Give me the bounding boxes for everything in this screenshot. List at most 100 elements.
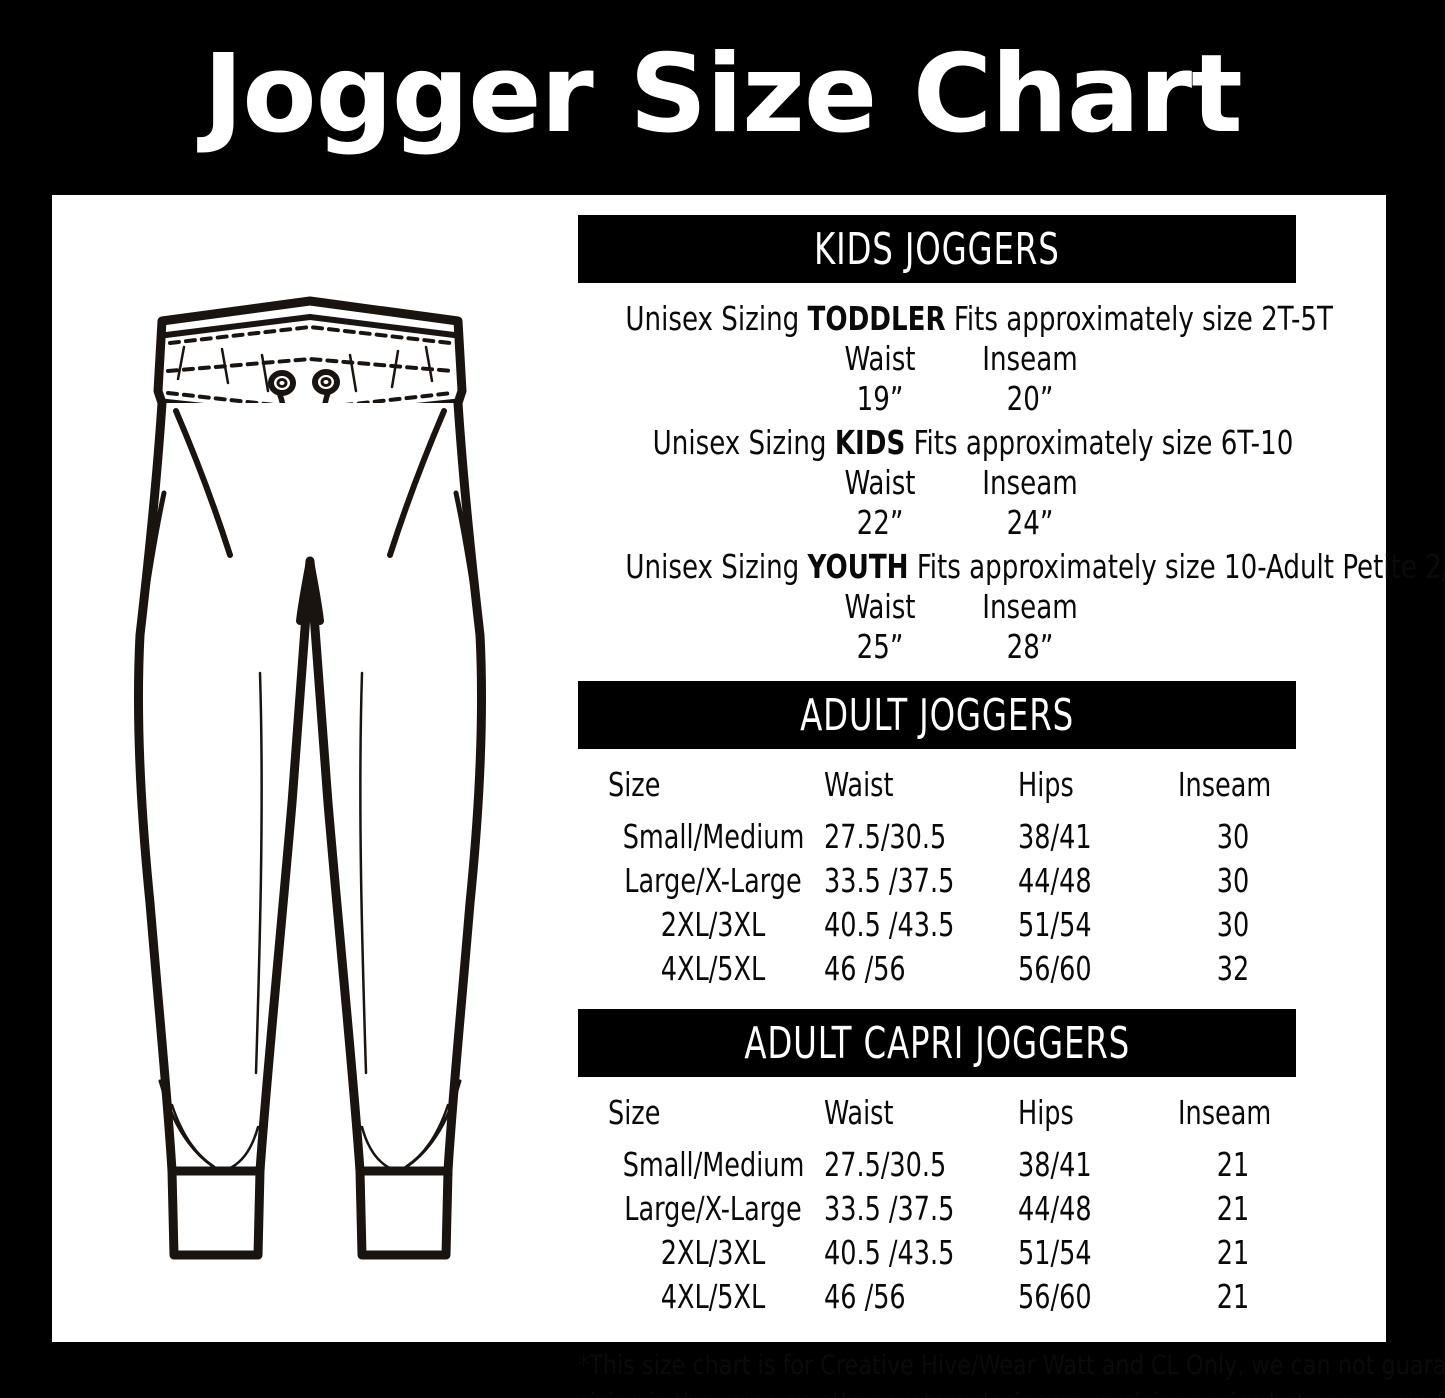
footnote-line-2: sizing is the same as other custom desig…	[578, 1385, 1445, 1398]
kids-youth-suffix: Fits approximately size 10-Adult Petite …	[908, 547, 1445, 586]
kids-toddler-headers: Waist Inseam	[578, 339, 1368, 379]
page-title: Jogger Size Chart	[203, 32, 1243, 157]
capri-row2-hips: 51/54	[1018, 1233, 1092, 1272]
capri-row3-hips: 56/60	[1018, 1277, 1092, 1316]
capri-row1-size: Large/X-Large	[624, 1189, 802, 1228]
kids-toddler-suffix: Fits approximately size 2T-5T	[945, 299, 1333, 338]
kids-toddler-waist-value: 19”	[856, 379, 904, 418]
adult-joggers-table: Size Waist Hips Inseam Small/Medium 27.5…	[578, 749, 1296, 993]
capri-row2-inseam: 21	[1216, 1233, 1250, 1272]
kids-youth-emphasis: YOUTH	[807, 547, 909, 586]
adult-header-hips: Hips	[1018, 765, 1074, 804]
capri-row0-hips: 38/41	[1018, 1145, 1092, 1184]
adult-row0-waist: 27.5/30.5	[824, 817, 947, 856]
table-row: 2XL/3XL 40.5 /43.5 51/54 30	[578, 905, 1296, 949]
kids-kids-prefix: Unisex Sizing	[652, 423, 835, 462]
table-row: Small/Medium 27.5/30.5 38/41 30	[578, 817, 1296, 861]
adult-row0-hips: 38/41	[1018, 817, 1092, 856]
adult-capri-joggers-band-label: ADULT CAPRI JOGGERS	[744, 1017, 1130, 1069]
capri-row0-waist: 27.5/30.5	[824, 1145, 947, 1184]
adult-row0-inseam: 30	[1216, 817, 1250, 856]
adult-capri-joggers-table: Size Waist Hips Inseam Small/Medium 27.5…	[578, 1077, 1296, 1321]
adult-row2-hips: 51/54	[1018, 905, 1092, 944]
adult-header-size: Size	[608, 765, 661, 804]
adult-row1-waist: 33.5 /37.5	[824, 861, 955, 900]
adult-row0-size: Small/Medium	[622, 817, 805, 856]
capri-row1-hips: 44/48	[1018, 1189, 1092, 1228]
adult-joggers-header-row: Size Waist Hips Inseam	[578, 749, 1296, 817]
kids-toddler-values: 19” 20”	[578, 379, 1368, 421]
adult-row3-hips: 56/60	[1018, 949, 1092, 988]
adult-capri-joggers-band: ADULT CAPRI JOGGERS	[578, 1009, 1296, 1077]
capri-row0-size: Small/Medium	[622, 1145, 805, 1184]
kids-youth-values: 25” 28”	[578, 627, 1368, 669]
kids-toddler-inseam-value: 20”	[1006, 379, 1054, 418]
kids-youth-waist-value: 25”	[856, 627, 904, 666]
table-row: 4XL/5XL 46 /56 56/60 32	[578, 949, 1296, 993]
capri-row3-waist: 46 /56	[824, 1277, 906, 1316]
kids-kids-inseam-value: 24”	[1006, 503, 1054, 542]
kids-kids-suffix: Fits approximately size 6T-10	[905, 423, 1294, 462]
footnote-line-1: *This size chart is for Creative Hive/We…	[578, 1350, 1445, 1381]
table-row: Small/Medium 27.5/30.5 38/41 21	[578, 1145, 1296, 1189]
kids-group-youth: Unisex Sizing YOUTH Fits approximately s…	[578, 547, 1445, 669]
kids-kids-waist-value: 22”	[856, 503, 904, 542]
capri-row2-size: 2XL/3XL	[660, 1233, 766, 1272]
adult-joggers-band-label: ADULT JOGGERS	[800, 689, 1074, 741]
chart-card: KIDS JOGGERS Unisex Sizing TODDLER Fits …	[52, 195, 1445, 1398]
adult-joggers-band: ADULT JOGGERS	[578, 681, 1296, 749]
capri-header-hips: Hips	[1018, 1093, 1074, 1132]
kids-kids-inseam-header: Inseam	[982, 463, 1078, 502]
kids-joggers-body: Unisex Sizing TODDLER Fits approximately…	[578, 283, 1445, 669]
table-row: Large/X-Large 33.5 /37.5 44/48 30	[578, 861, 1296, 905]
table-row: 4XL/5XL 46 /56 56/60 21	[578, 1277, 1296, 1321]
kids-kids-description: Unisex Sizing KIDS Fits approximately si…	[625, 423, 1320, 463]
kids-toddler-prefix: Unisex Sizing	[625, 299, 808, 338]
adult-row3-size: 4XL/5XL	[660, 949, 766, 988]
kids-youth-headers: Waist Inseam	[578, 587, 1368, 627]
kids-toddler-description: Unisex Sizing TODDLER Fits approximately…	[625, 299, 1333, 339]
kids-joggers-band-label: KIDS JOGGERS	[814, 223, 1060, 275]
capri-header-size: Size	[608, 1093, 661, 1132]
capri-row1-waist: 33.5 /37.5	[824, 1189, 955, 1228]
adult-row3-inseam: 32	[1216, 949, 1250, 988]
kids-group-kids: Unisex Sizing KIDS Fits approximately si…	[578, 423, 1368, 545]
kids-youth-prefix: Unisex Sizing	[625, 547, 808, 586]
capri-row2-waist: 40.5 /43.5	[824, 1233, 955, 1272]
kids-youth-description: Unisex Sizing YOUTH Fits approximately s…	[625, 547, 1445, 587]
kids-kids-waist-header: Waist	[844, 463, 916, 502]
adult-row1-inseam: 30	[1216, 861, 1250, 900]
kids-youth-inseam-value: 28”	[1006, 627, 1054, 666]
adult-row2-inseam: 30	[1216, 905, 1250, 944]
capri-header-row: Size Waist Hips Inseam	[578, 1077, 1296, 1145]
table-row: 2XL/3XL 40.5 /43.5 51/54 21	[578, 1233, 1296, 1277]
adult-header-waist: Waist	[824, 765, 894, 804]
capri-header-inseam: Inseam	[1178, 1093, 1272, 1132]
table-row: Large/X-Large 33.5 /37.5 44/48 21	[578, 1189, 1296, 1233]
kids-youth-waist-header: Waist	[844, 587, 916, 626]
kids-toddler-inseam-header: Inseam	[982, 339, 1078, 378]
kids-kids-emphasis: KIDS	[834, 423, 906, 462]
size-tables-column: KIDS JOGGERS Unisex Sizing TODDLER Fits …	[578, 215, 1445, 1398]
capri-row0-inseam: 21	[1216, 1145, 1250, 1184]
kids-group-toddler: Unisex Sizing TODDLER Fits approximately…	[578, 299, 1368, 421]
capri-row3-size: 4XL/5XL	[660, 1277, 766, 1316]
capri-row3-inseam: 21	[1216, 1277, 1250, 1316]
adult-row2-size: 2XL/3XL	[660, 905, 766, 944]
jogger-pants-illustration	[110, 243, 510, 1303]
kids-kids-headers: Waist Inseam	[578, 463, 1368, 503]
capri-header-waist: Waist	[824, 1093, 894, 1132]
kids-youth-inseam-header: Inseam	[982, 587, 1078, 626]
kids-toddler-emphasis: TODDLER	[807, 299, 946, 338]
adult-row2-waist: 40.5 /43.5	[824, 905, 955, 944]
adult-row1-hips: 44/48	[1018, 861, 1092, 900]
capri-row1-inseam: 21	[1216, 1189, 1250, 1228]
adult-header-inseam: Inseam	[1178, 765, 1272, 804]
disclaimer-footnote: *This size chart is for Creative Hive/We…	[578, 1347, 1445, 1398]
adult-row3-waist: 46 /56	[824, 949, 906, 988]
kids-toddler-waist-header: Waist	[844, 339, 916, 378]
kids-kids-values: 22” 24”	[578, 503, 1368, 545]
adult-row1-size: Large/X-Large	[624, 861, 802, 900]
kids-joggers-band: KIDS JOGGERS	[578, 215, 1296, 283]
